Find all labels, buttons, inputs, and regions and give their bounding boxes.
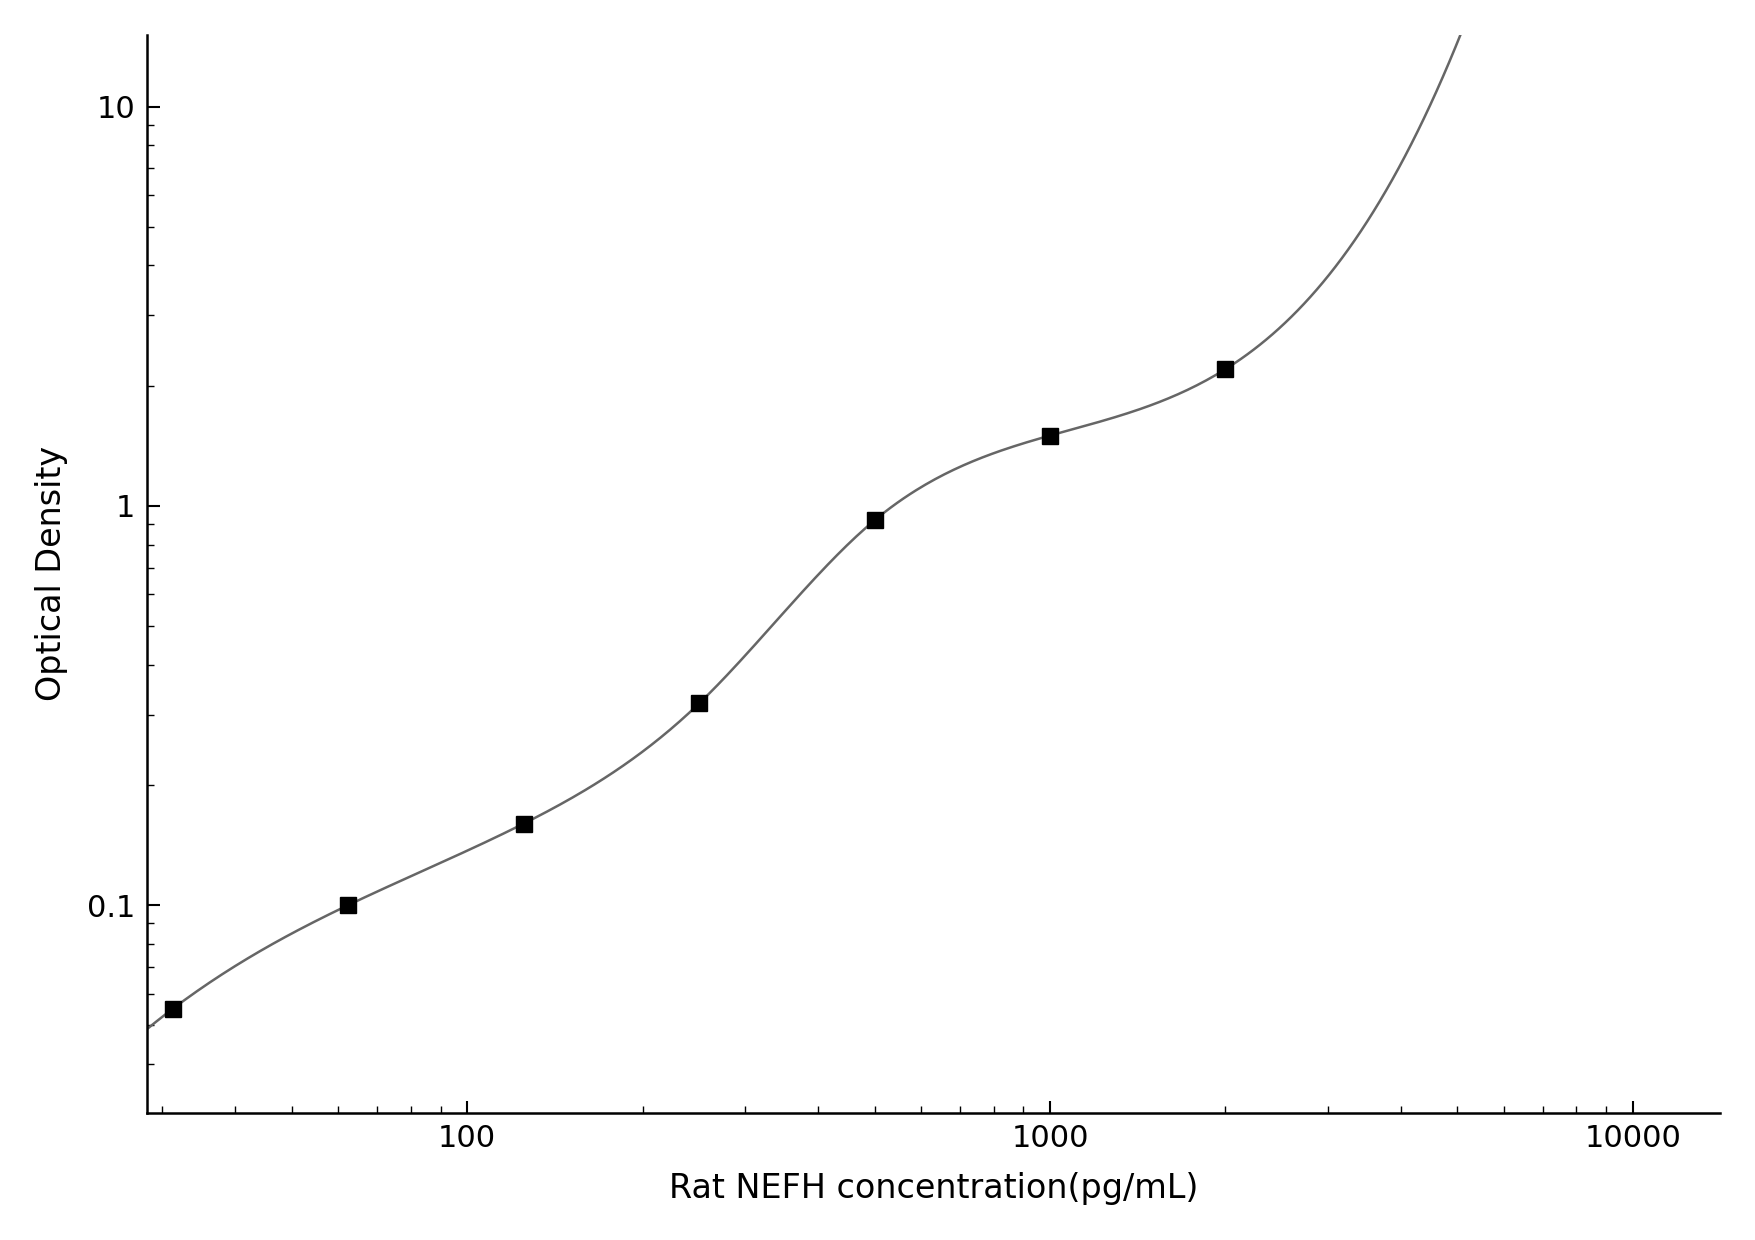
Y-axis label: Optical Density: Optical Density	[35, 446, 68, 702]
X-axis label: Rat NEFH concentration(pg/mL): Rat NEFH concentration(pg/mL)	[669, 1172, 1199, 1205]
